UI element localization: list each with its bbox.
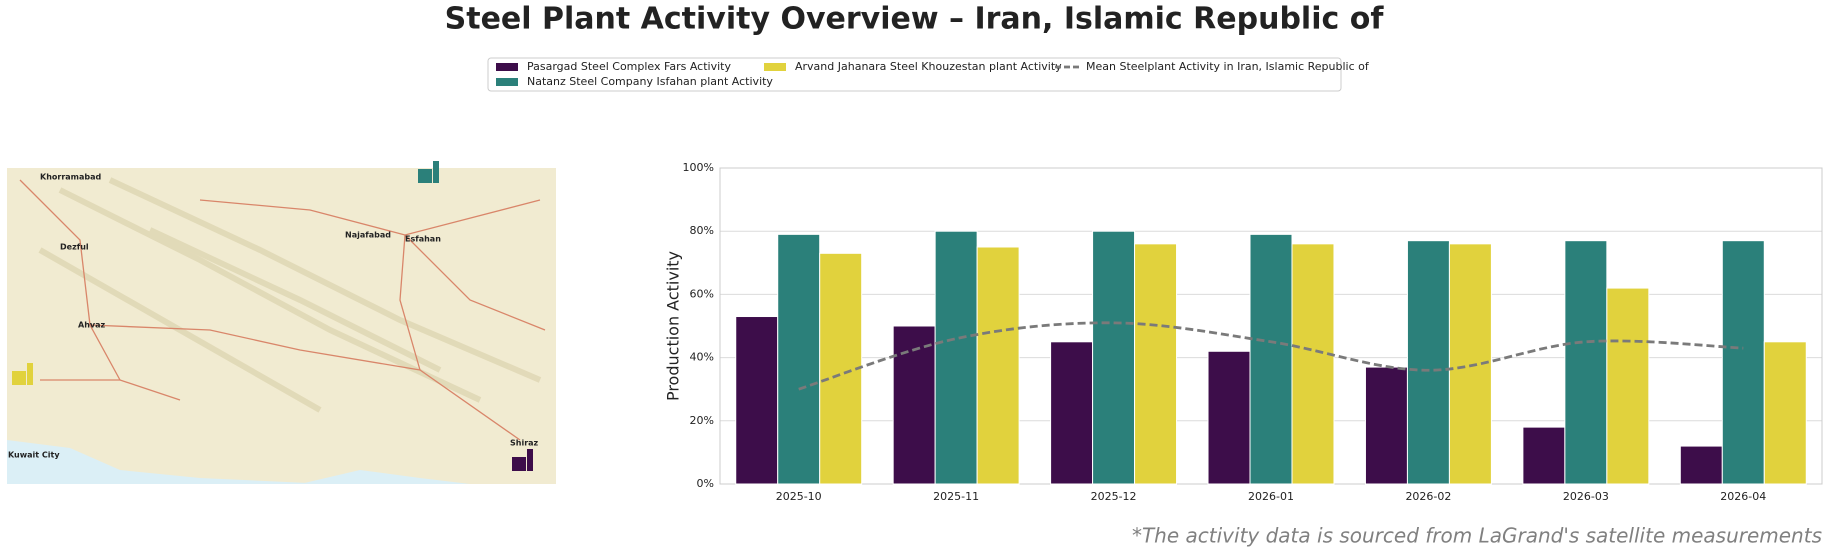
plant-icon [418,169,432,183]
y-tick-label: 100% [683,161,714,174]
x-tick-label: 2026-03 [1563,490,1609,503]
x-tick-label: 2025-10 [776,490,822,503]
mean-line [798,321,1744,391]
x-tick-label: 2026-01 [1248,490,1294,503]
x-tick-label: 2025-12 [1091,490,1137,503]
bar [1679,445,1723,485]
map-label: Khorramabad [40,173,102,182]
legend-label: Mean Steelplant Activity in Iran, Islami… [1086,60,1370,73]
footnote: *The activity data is sourced from LaGra… [1132,524,1822,548]
plant-icon [27,363,33,385]
bar [1763,341,1807,485]
legend-label: Natanz Steel Company Isfahan plant Activ… [527,75,773,88]
bar [892,325,936,485]
plant-icon [512,457,526,471]
legend-label: Arvand Jahanara Steel Khouzestan plant A… [795,60,1062,73]
map-label: Dezful [60,243,89,252]
map: Khorramabad Esfahan Ahvaz Shiraz Kuwait City… [7,161,556,484]
bar [934,230,978,485]
x-tick-label: 2025-11 [933,490,979,503]
bar [1207,350,1251,485]
legend-swatch [764,63,786,71]
map-label: Kuwait City [8,451,60,460]
map-label: Ahvaz [78,321,106,330]
x-tick-label: 2026-04 [1720,490,1766,503]
y-tick-label: 60% [690,287,714,300]
y-tick-label: 80% [690,224,714,237]
bar [1564,240,1608,485]
bar [1721,240,1765,485]
bar [1249,233,1293,485]
y-tick-label: 40% [690,351,714,364]
bar [1092,230,1136,485]
map-label: Najafabad [345,231,391,240]
bar [1050,341,1094,485]
bar [735,316,779,485]
bar [1364,366,1408,485]
y-tick-label: 20% [690,414,714,427]
y-tick-label: 0% [697,477,714,490]
legend-swatch [496,63,518,71]
bar [819,252,863,485]
bar [1606,287,1650,485]
legend-box [487,57,1342,92]
bar [777,233,821,485]
bar [976,246,1020,485]
map-label: Esfahan [405,235,441,244]
x-tick-label: 2026-02 [1405,490,1451,503]
legend-label: Pasargad Steel Complex Fars Activity [527,60,731,73]
chart-title: Steel Plant Activity Overview – Iran, Is… [445,2,1385,37]
bar [1406,240,1450,485]
plant-icon [12,371,26,385]
bar [1134,243,1178,485]
legend-swatch [496,78,518,86]
plant-icon [527,449,533,471]
map-label: Shiraz [510,439,539,448]
y-axis-label: Production Activity [664,251,683,401]
bar [1291,243,1335,485]
bar [1522,426,1566,485]
plant-icon [433,161,439,183]
